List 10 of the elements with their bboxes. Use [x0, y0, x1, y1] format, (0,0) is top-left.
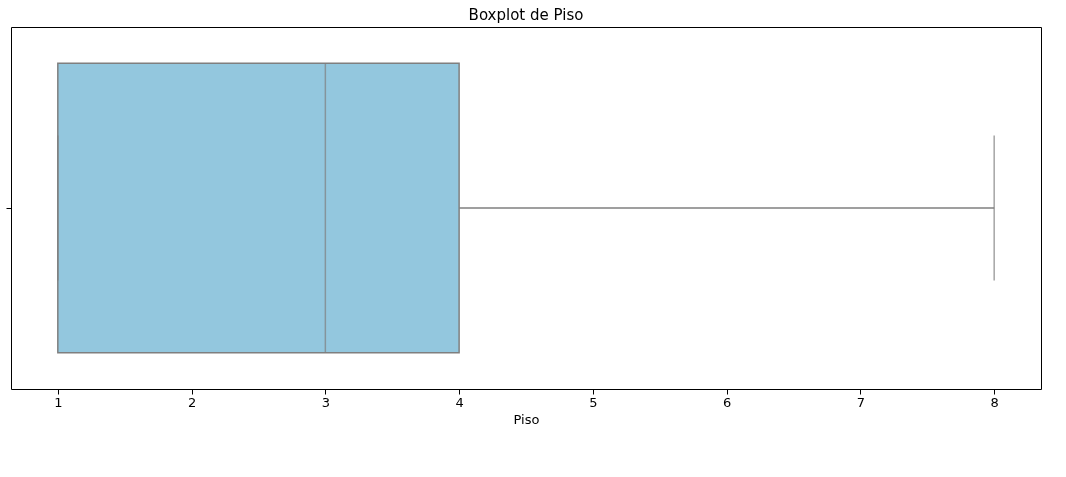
x-tick-label: 8	[990, 394, 999, 410]
x-axis-title: Piso	[513, 411, 540, 427]
x-tick-label: 5	[589, 394, 598, 410]
x-tick-label: 3	[321, 394, 330, 410]
chart-title: Boxplot de Piso	[468, 6, 584, 24]
x-tick-label: 4	[455, 394, 464, 410]
x-tick-label: 6	[723, 394, 732, 410]
x-tick-label: 7	[856, 394, 866, 410]
x-tick-label: 2	[187, 394, 197, 410]
x-tick-label: 1	[54, 394, 63, 410]
